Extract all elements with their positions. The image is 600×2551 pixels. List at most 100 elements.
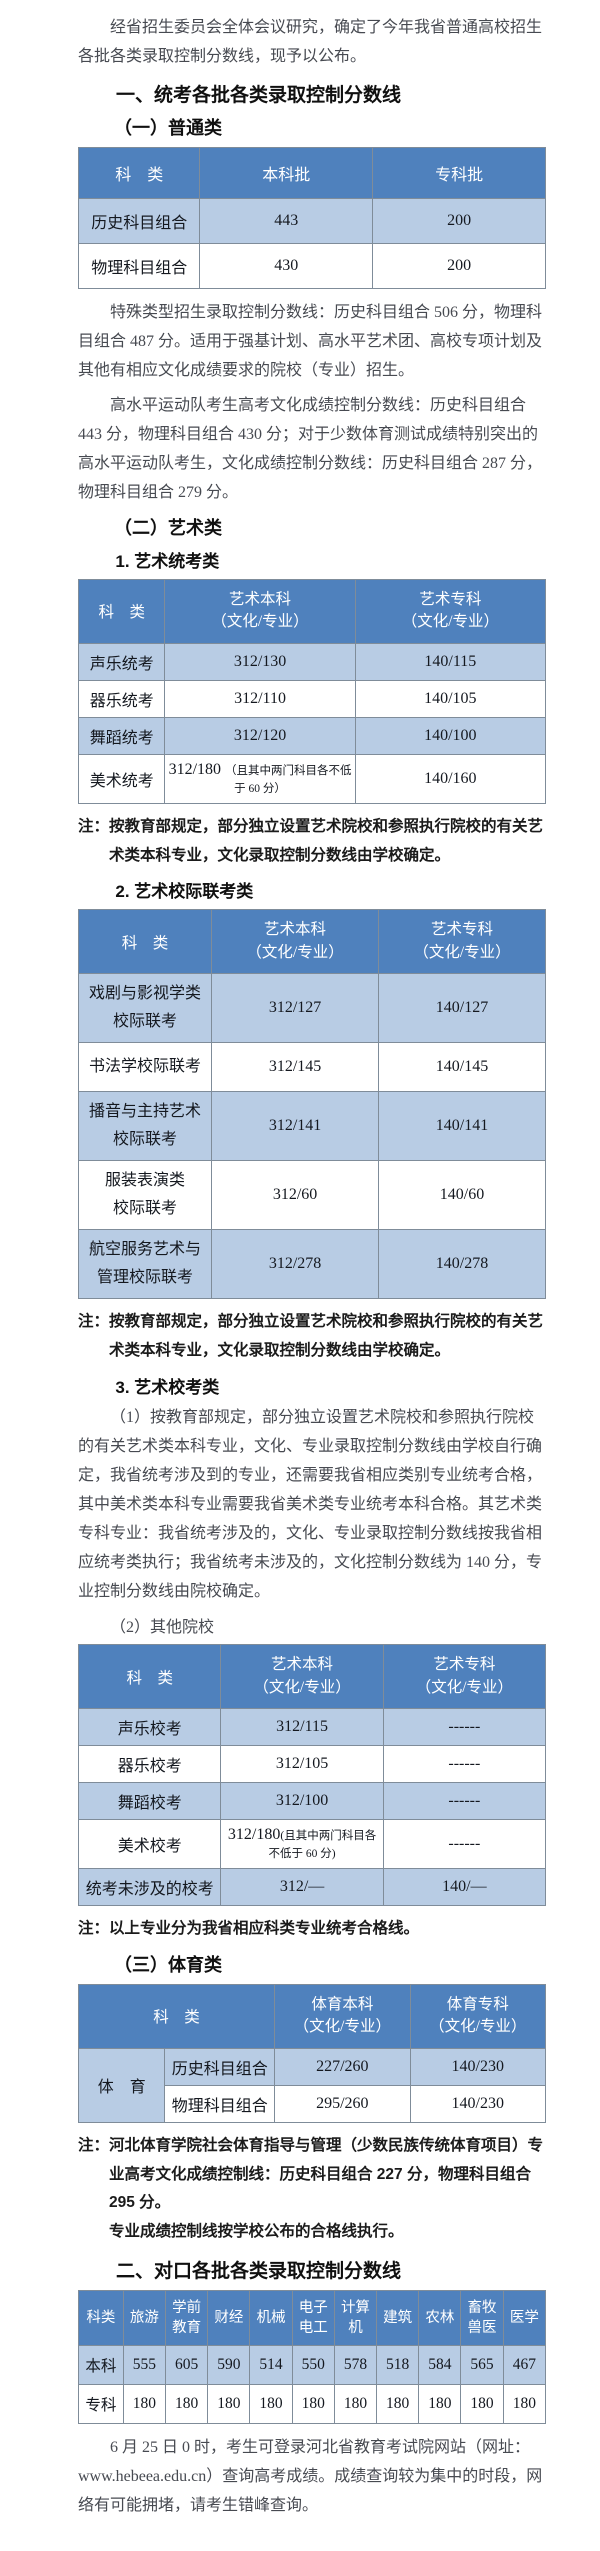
row-label: 物理科目组合 xyxy=(164,2084,276,2123)
art-school-exam-paragraph: （1）按教育部规定，部分独立设置艺术院校和参照执行院校的有关艺术类本科专业，文化… xyxy=(78,1408,543,1601)
score-cell: 180 xyxy=(165,2384,209,2425)
score-cell: 180 xyxy=(291,2384,335,2425)
other-colleges-heading: （2）其他院校 xyxy=(110,1619,215,1637)
art-joint-heading: 2. 艺术校际联考类 xyxy=(115,882,254,902)
header-cell-major: 计算机 xyxy=(333,2289,378,2347)
table-row: 美术统考 312/180 （且其中两门科目各不低于 60 分） 140/160 xyxy=(77,753,547,804)
score-cell: 180 xyxy=(249,2384,293,2425)
section-1-title: 一、统考各批各类录取控制分数线 xyxy=(116,85,402,107)
art-unified-heading: 1. 艺术统考类 xyxy=(115,551,220,571)
header-line: （文化/专业） xyxy=(415,1678,513,1696)
score-cell: 200 xyxy=(372,198,546,245)
header-cell-art-zhuanke: 艺术专科 （文化/专业） xyxy=(378,909,546,975)
score-cell: 180 xyxy=(207,2384,251,2425)
header-cell-major: 畜牧兽医 xyxy=(460,2289,504,2347)
header-cell-category: 科 类 xyxy=(77,147,201,200)
table-row: 统考未涉及的校考 312/— 140/— xyxy=(77,1868,547,1907)
score-cell: 590 xyxy=(207,2345,251,2386)
row-label: 声乐统考 xyxy=(77,642,166,681)
header-cell-major: 电子电工 xyxy=(291,2289,335,2347)
score-cell: 312/105 xyxy=(220,1745,384,1784)
header-cell-major: 财经 xyxy=(207,2289,251,2347)
table-row: 器乐统考 312/110 140/105 xyxy=(77,679,547,718)
score-cell: 550 xyxy=(291,2345,335,2386)
table-row: 声乐统考 312/130 140/115 xyxy=(77,642,547,681)
row-label: 声乐校考 xyxy=(77,1708,222,1747)
score-cell: 140/145 xyxy=(378,1042,546,1093)
header-line: （文化/专业） xyxy=(401,613,499,631)
special-type-paragraph: 特殊类型招生录取控制分数线：历史科目组合 506 分，物理科目组合 487 分。… xyxy=(78,304,543,380)
sports-note-line1: 注：河北体育学院社会体育指导与管理（少数民族传统体育项目）专业高考文化成绩控制线… xyxy=(78,2136,544,2212)
row-label: 器乐统考 xyxy=(77,679,166,718)
score-cell: 578 xyxy=(333,2345,378,2386)
header-cell-major: 旅游 xyxy=(122,2289,167,2347)
score-cell: 565 xyxy=(460,2345,504,2386)
score-cell: 312/— xyxy=(220,1868,384,1907)
header-cell-zhuanke: 专科批 xyxy=(372,147,546,200)
row-label: 统考未涉及的校考 xyxy=(77,1868,222,1907)
header-cell-art-zhuanke: 艺术专科 （文化/专业） xyxy=(382,1644,547,1710)
score-cell: 180 xyxy=(333,2384,378,2425)
score-cell: 140/141 xyxy=(378,1091,546,1162)
score-cell: 180 xyxy=(376,2384,420,2425)
header-line: 艺术专科 xyxy=(433,1656,496,1674)
header-cell-category: 科 类 xyxy=(77,1983,276,2049)
score-cell: 180 xyxy=(122,2384,167,2425)
row-label: 美术统考 xyxy=(77,753,166,804)
row-label: 戏剧与影视学类 校际联考 xyxy=(77,973,213,1044)
row-label: 舞蹈统考 xyxy=(77,716,166,755)
header-line: 体育专科 xyxy=(446,1995,509,2013)
header-cell-art-zhuanke: 艺术专科 （文化/专业） xyxy=(354,578,547,644)
score-cell: ------ xyxy=(382,1819,547,1870)
art-school-exam-heading: 3. 艺术校考类 xyxy=(115,1377,220,1397)
row-label-line: 校际联考 xyxy=(113,1200,178,1218)
score-cell: 312/278 xyxy=(211,1229,380,1300)
row-label-line: 书法学校际联考 xyxy=(89,1058,202,1076)
score-cell: 312/100 xyxy=(220,1782,384,1821)
header-cell-art-benke: 艺术本科 （文化/专业） xyxy=(220,1644,384,1710)
table-row: 本科 555 605 590 514 550 578 518 584 565 4… xyxy=(78,2345,547,2386)
row-label-line: 管理校际联考 xyxy=(97,1269,194,1287)
row-label: 历史科目组合 xyxy=(77,198,201,245)
score-cell: 467 xyxy=(502,2345,547,2386)
row-label: 美术校考 xyxy=(77,1819,222,1870)
row-label-line: 播音与主持艺术 xyxy=(89,1103,202,1121)
header-line: 艺术本科 xyxy=(229,590,292,608)
score-cell: 605 xyxy=(165,2345,209,2386)
score-cell: 180 xyxy=(418,2384,462,2425)
score-cell: 312/127 xyxy=(211,973,380,1044)
intro-paragraph: 经省招生委员会全体会议研究，确定了今年我省普通高校招生各批各类录取控制分数线，现… xyxy=(78,19,543,66)
score-cell: 140/127 xyxy=(378,973,546,1044)
row-label: 航空服务艺术与 管理校际联考 xyxy=(77,1229,213,1300)
score-cell: 514 xyxy=(249,2345,293,2386)
header-line: （文化/专业） xyxy=(413,943,511,961)
table-row: 书法学校际联考 312/145 140/145 xyxy=(77,1042,546,1093)
header-cell-major: 学前教育 xyxy=(165,2289,209,2347)
header-cell-major: 农林 xyxy=(418,2289,462,2347)
score-cell: 312/110 xyxy=(164,679,356,718)
table-row: 历史科目组合 443 200 xyxy=(77,198,546,245)
score-main: 312/180 xyxy=(227,1826,281,1844)
header-cell-category: 科类 xyxy=(78,2289,124,2347)
vocational-table: 科类 旅游 学前教育 财经 机械 电子电工 计算机 建筑 农林 畜牧兽医 医学 … xyxy=(78,2289,547,2425)
row-label: 专科 xyxy=(78,2384,124,2425)
row-label: 服装表演类 校际联考 xyxy=(77,1160,213,1231)
header-line: 艺术本科 xyxy=(271,1656,334,1674)
header-cell-sports-benke: 体育本科 （文化/专业） xyxy=(274,1983,411,2049)
header-cell-category: 科 类 xyxy=(77,909,213,975)
row-label: 历史科目组合 xyxy=(164,2047,276,2086)
score-cell: 312/180(且其中两门科目各不低于 60 分) xyxy=(220,1819,384,1870)
score-cell: 180 xyxy=(502,2384,547,2425)
other-colleges-table: 科 类 艺术本科 （文化/专业） 艺术专科 （文化/专业） 声乐校考 312/1… xyxy=(77,1644,547,1907)
header-line: （文化/专业） xyxy=(246,943,344,961)
table-row: 专科 180 180 180 180 180 180 180 180 180 1… xyxy=(78,2384,547,2425)
header-line: 艺术专科 xyxy=(431,921,494,939)
sports-team-paragraph: 高水平运动队考生高考文化成绩控制分数线：历史科目组合 443 分，物理科目组合 … xyxy=(78,396,543,501)
art-unified-note: 注：按教育部规定，部分独立设置艺术院校和参照执行院校的有关艺术类本科专业，文化录… xyxy=(78,817,544,864)
row-label: 书法学校际联考 xyxy=(77,1042,213,1093)
row-label: 舞蹈校考 xyxy=(77,1782,222,1821)
score-cell: 312/141 xyxy=(211,1091,380,1162)
score-cell: 312/145 xyxy=(211,1042,380,1093)
score-condition-note: (且其中两门科目各不低于 60 分) xyxy=(268,1830,377,1861)
table-row: 航空服务艺术与 管理校际联考 312/278 140/278 xyxy=(77,1229,546,1300)
